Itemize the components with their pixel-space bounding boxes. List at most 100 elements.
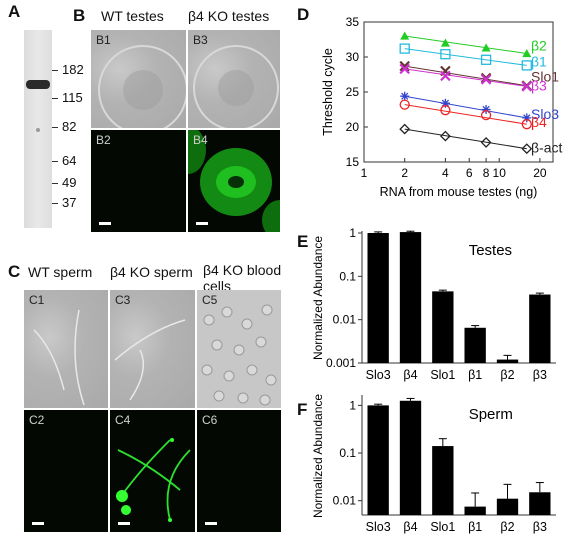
micrograph-b2: B2 [91,130,186,232]
sublabel-c4: C4 [115,413,131,427]
x-tick-label: 20 [533,166,547,180]
micrograph-b4: B4 [188,130,280,232]
series-label: Slo1 [531,69,559,85]
panel-label-c: C [8,262,21,281]
sublabel-c1: C1 [29,293,45,307]
y-tick-label: 35 [346,15,360,29]
micrograph-c5: C5 [197,290,281,408]
series-line [404,95,527,119]
panel-c-title-ko: β4 KO sperm [110,264,193,280]
series-label: β1 [531,53,547,69]
data-point [399,123,411,135]
bar [464,327,486,363]
panel-label-a: A [8,2,21,21]
y-tick-label: 0.001 [326,356,356,370]
data-point [399,99,410,110]
y-tick-label: 0.1 [339,269,356,283]
data-point [440,98,450,108]
data-point [480,136,492,148]
scale-bar [205,522,217,525]
data-point [522,49,532,58]
panel-label-b: B [73,6,86,25]
bar [399,400,422,515]
y-tick-label: 20 [346,120,360,134]
micrograph-c1: C1 [24,290,108,408]
bar [367,233,389,363]
sperm-outline [114,319,186,401]
series-label: β2 [531,38,547,54]
x-tick-label: β3 [533,520,547,534]
data-point [521,81,533,92]
x-tick-label: 8 [483,166,490,180]
series-label: β-actin [531,140,563,156]
data-point [400,91,410,101]
x-tick-label: Slo1 [430,368,455,382]
series-label: β4 [531,114,547,130]
x-tick-label: β1 [468,368,482,382]
sublabel-b1: B1 [96,33,111,47]
bar [496,359,519,363]
micrograph-b3: B3 [188,30,280,128]
x-tick-label: Slo3 [366,368,391,382]
y-tick-label: 1 [349,398,356,412]
y-tick-label: 1 [349,226,356,240]
y-tick-label: 0.01 [333,313,357,327]
blot-band [26,80,50,89]
sublabel-c3: C3 [115,293,131,307]
series-label: Slo3 [531,106,559,122]
data-point [521,119,532,130]
panel-c-title-wt: WT sperm [28,264,93,280]
micrograph-c2: C2 [24,410,108,532]
panel-b-title-ko: β4 KO testes [188,8,270,24]
data-point [481,105,491,114]
sublabel-b2: B2 [96,133,111,147]
series-line [404,35,527,54]
x-tick-label: β2 [500,520,514,534]
mw-marker: 49 [62,175,77,190]
bar [464,506,486,515]
x-tick-label: β1 [468,520,482,534]
data-point [521,143,533,155]
y-tick-label: 0.01 [333,494,357,508]
panel-label-f: F [297,400,308,419]
micrograph-c3: C3 [110,290,195,408]
data-point [481,43,491,52]
sublabel-c2: C2 [29,413,45,427]
micrograph-c6: C6 [197,410,281,532]
chart-f: 1 0.1 0.01 Normalized Abundance Sperm Slo3 β4 S… [311,394,556,534]
y-tick-label: 0.1 [339,446,356,460]
x-tick-label: β4 [403,368,417,382]
sublabel-c5: C5 [202,293,218,307]
y-axis-label: Normalized Abundance [311,236,325,360]
x-tick-label: 1 [361,166,368,180]
micrograph-b1: B1 [91,30,186,128]
scale-bar [118,522,130,525]
data-point [440,70,451,82]
x-tick-label: 10 [493,166,507,180]
tubule-outline [98,45,186,128]
x-axis-label: RNA from mouse testes (ng) [380,185,538,199]
y-tick-label: 15 [346,155,360,169]
mw-marker: 37 [62,195,77,210]
scale-bar [196,222,208,225]
data-point [440,38,450,47]
panel-b-title-wt: WT testes [101,8,164,24]
bar [529,294,551,363]
x-tick-label: β4 [403,520,417,534]
data-point [521,60,532,71]
series-line [404,68,527,87]
mw-marker: 182 [62,62,84,77]
series-line [404,104,527,125]
data-point [400,31,410,40]
chart-d: 15 20 25 30 35 1 2 4 6 8 10 20 RNA from mouse testes… [321,15,563,199]
bar [367,405,389,515]
fluorescence-pattern [188,130,280,232]
data-point [480,74,492,85]
sublabel-b4: B4 [193,133,208,147]
data-point [440,105,451,116]
x-tick-label: 6 [466,166,473,180]
x-tick-label: Slo3 [366,520,391,534]
chart-title: Sperm [469,406,513,423]
blot-faint-band [36,128,40,132]
x-tick-label: 4 [442,166,449,180]
